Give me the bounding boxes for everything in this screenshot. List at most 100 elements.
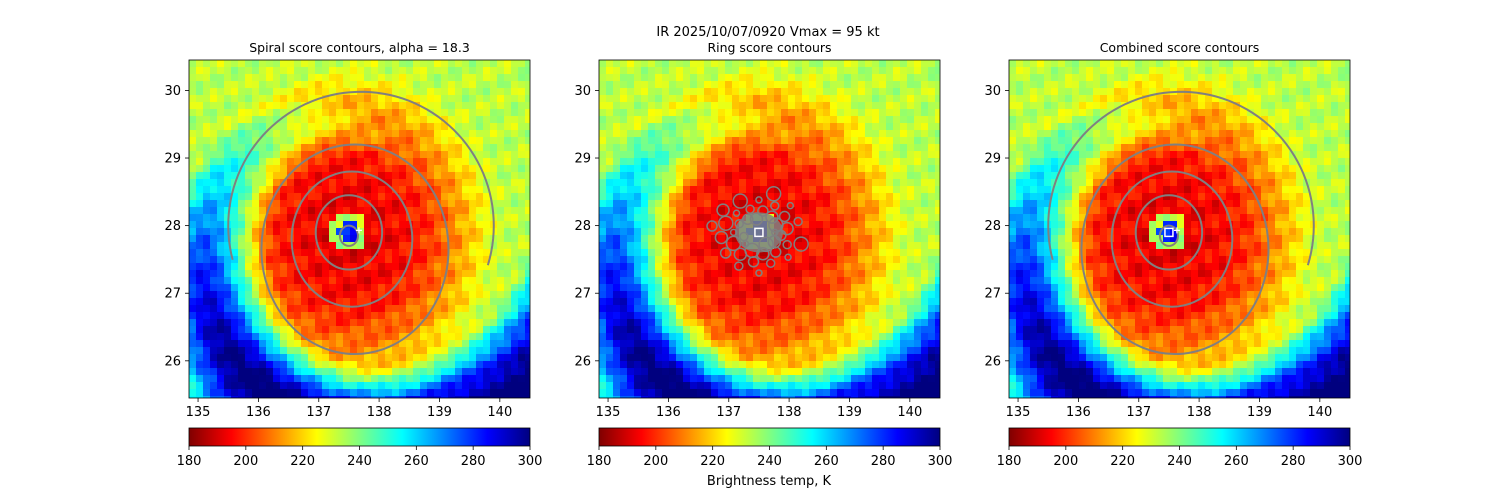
panel-1: Spiral score contours, alpha = 18.3 135 13…: [164, 40, 542, 469]
colorbar-tick-label: 260: [814, 454, 839, 469]
contour-3: [260, 143, 450, 356]
x-tick-label: 135: [1006, 405, 1031, 420]
y-tick-label: 26: [574, 354, 591, 369]
ir-heatmap: [599, 60, 940, 398]
colorbar-tick-label: 200: [643, 454, 668, 469]
x-tick-label: 138: [367, 405, 392, 420]
panel-2: Ring score contours 135 136 137 138 139 140 30 2…: [574, 40, 952, 469]
colorbar-tick-label: 240: [757, 454, 782, 469]
panel-title: Ring score contours: [707, 40, 831, 55]
ring-contour-blob: [755, 196, 763, 204]
ring-contour-blob: [786, 201, 795, 210]
colorbar-tick-label: 280: [1281, 454, 1306, 469]
colorbar-label: Brightness temp, K: [707, 474, 832, 489]
x-tick-label: 140: [487, 405, 512, 420]
colorbar-tick-label: 300: [928, 454, 953, 469]
colorbar-tick-label: 200: [1053, 454, 1078, 469]
colorbar-tick-label: 220: [1110, 454, 1135, 469]
ir-heatmap: [1009, 60, 1350, 398]
y-tick-label: 30: [574, 84, 591, 99]
colorbar-tick-label: 220: [700, 454, 725, 469]
ring-contour-blob: [718, 215, 734, 231]
contour-1: [1134, 194, 1204, 271]
x-tick-label: 137: [1126, 405, 1151, 420]
ring-contour-core: [734, 212, 783, 253]
ring-contour-blob: [784, 253, 792, 261]
y-tick-label: 29: [984, 152, 1001, 167]
contour-1: [314, 194, 384, 271]
y-tick-label: 30: [164, 84, 181, 99]
axes-frame: [598, 59, 941, 399]
y-tick-label: 28: [984, 219, 1001, 234]
x-tick-label: 135: [596, 405, 621, 420]
contour-outer-arc: [227, 90, 495, 266]
ring-contour-blob: [755, 269, 763, 277]
x-tick-label: 136: [1066, 405, 1091, 420]
center-marker-square: [754, 227, 764, 238]
ring-contour-blob: [732, 209, 741, 218]
colorbar-tick-label: 240: [347, 454, 372, 469]
colorbar-tick-label: 260: [1224, 454, 1249, 469]
y-tick-label: 28: [164, 219, 181, 234]
colorbar-tick-label: 300: [518, 454, 543, 469]
ring-contour-blob: [732, 193, 748, 209]
ring-contour-blob: [714, 230, 729, 245]
x-tick-label: 138: [1187, 405, 1212, 420]
colorbar-tick-label: 300: [1338, 454, 1363, 469]
colorbar: [1008, 427, 1351, 447]
ring-contour-blob: [734, 261, 744, 271]
score-contours: [706, 186, 809, 277]
y-tick-label: 27: [984, 287, 1001, 302]
center-marker-square: [1164, 227, 1174, 238]
contour-inner: [1158, 224, 1179, 247]
ring-contour-blob: [793, 216, 803, 227]
ring-contour-blob: [793, 236, 809, 252]
contour-outer-arc: [1047, 90, 1315, 266]
y-tick-label: 26: [164, 354, 181, 369]
y-tick-label: 28: [574, 219, 591, 234]
ir-heatmap: [189, 60, 530, 398]
colorbar-tick-label: 240: [1167, 454, 1192, 469]
panel-3: Combined score contours 135 136 137 138 139 14…: [984, 40, 1362, 469]
colorbar-tick-label: 180: [177, 454, 202, 469]
y-tick-label: 30: [984, 84, 1001, 99]
x-tick-label: 139: [427, 405, 452, 420]
ring-contour-blob: [706, 220, 718, 232]
contour-inner: [338, 224, 359, 247]
colorbar-tick-label: 180: [997, 454, 1022, 469]
colorbar-tick-label: 280: [871, 454, 896, 469]
score-contours: [227, 90, 495, 356]
colorbar-tick-label: 180: [587, 454, 612, 469]
figure-suptitle: IR 2025/10/07/0920 Vmax = 95 kt: [656, 25, 879, 40]
score-contours: [1047, 90, 1315, 356]
center-marker-plus: [1173, 227, 1180, 234]
colorbar-tick-label: 220: [290, 454, 315, 469]
contour-3: [1080, 143, 1270, 356]
ring-contour-blob: [765, 258, 776, 268]
contour-2: [290, 170, 414, 308]
x-tick-label: 138: [777, 405, 802, 420]
ring-contour-blob: [765, 186, 782, 202]
ring-contour-blob: [747, 256, 760, 268]
x-tick-label: 136: [246, 405, 271, 420]
ring-contour-blob: [782, 239, 792, 250]
panel-title: Combined score contours: [1100, 40, 1260, 55]
colorbar-tick-label: 260: [404, 454, 429, 469]
ring-contour-blob: [719, 247, 732, 259]
center-marker-plus: [355, 227, 362, 234]
y-tick-label: 29: [574, 152, 591, 167]
x-tick-label: 139: [837, 405, 862, 420]
axes-frame: [188, 59, 531, 399]
x-tick-label: 135: [186, 405, 211, 420]
y-tick-label: 27: [164, 287, 181, 302]
x-tick-label: 140: [897, 405, 922, 420]
x-tick-label: 137: [716, 405, 741, 420]
y-tick-label: 27: [574, 287, 591, 302]
colorbar-tick-label: 200: [233, 454, 258, 469]
ring-contour-blob: [778, 210, 791, 223]
colorbar: [188, 427, 531, 447]
y-tick-label: 26: [984, 354, 1001, 369]
x-tick-label: 140: [1307, 405, 1332, 420]
panel-title: Spiral score contours, alpha = 18.3: [249, 40, 470, 55]
